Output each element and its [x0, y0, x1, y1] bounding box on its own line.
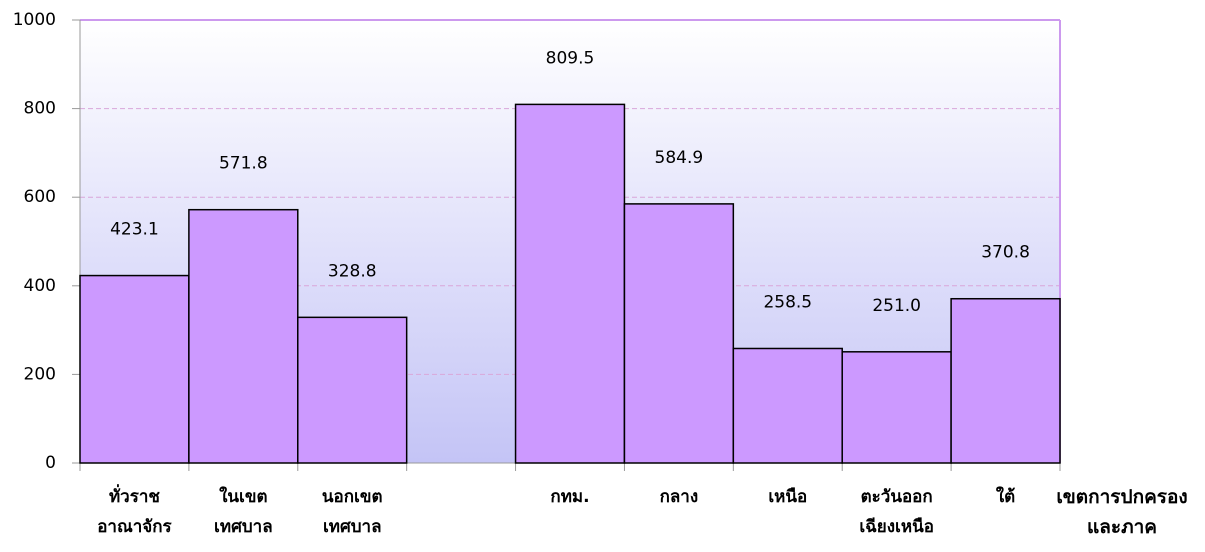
- x-tick-label: ใต้: [996, 486, 1015, 507]
- y-tick-label: 200: [24, 364, 56, 384]
- x-tick-label: เหนือ: [768, 486, 807, 507]
- y-tick-label: 0: [45, 453, 56, 473]
- bar: [297, 316, 408, 464]
- value-label: 370.8: [981, 243, 1030, 263]
- value-label: 571.8: [219, 154, 268, 174]
- value-label: 251.0: [872, 296, 921, 316]
- x-tick-label: ทั่วราชอาณาจักร: [97, 484, 172, 537]
- y-tick-label: 400: [24, 276, 56, 296]
- value-label: 258.5: [763, 292, 812, 312]
- x-axis-label: เขตการปกครองและภาค: [1056, 486, 1187, 538]
- bar: [514, 103, 626, 464]
- x-tick-label: กลาง: [660, 487, 699, 507]
- bar: [188, 208, 299, 464]
- bar: [732, 347, 843, 464]
- x-tick-label: กทม.: [550, 487, 589, 507]
- bar: [623, 203, 735, 464]
- value-label: 328.8: [328, 261, 377, 281]
- bar: [841, 351, 952, 464]
- value-label: 809.5: [546, 48, 595, 68]
- x-tick-label: ตะวันออกเฉียงเหนือ: [859, 487, 934, 537]
- value-label: 584.9: [655, 148, 704, 168]
- y-tick-label: 600: [24, 187, 56, 207]
- bar: [79, 274, 190, 464]
- value-label: 423.1: [110, 220, 159, 240]
- x-tick-label: นอกเขตเทศบาล: [322, 487, 383, 537]
- x-tick-label: ในเขตเทศบาล: [214, 486, 273, 537]
- y-tick-label: 800: [24, 99, 56, 119]
- y-tick-label: 1000: [13, 10, 56, 30]
- bar: [950, 297, 1061, 464]
